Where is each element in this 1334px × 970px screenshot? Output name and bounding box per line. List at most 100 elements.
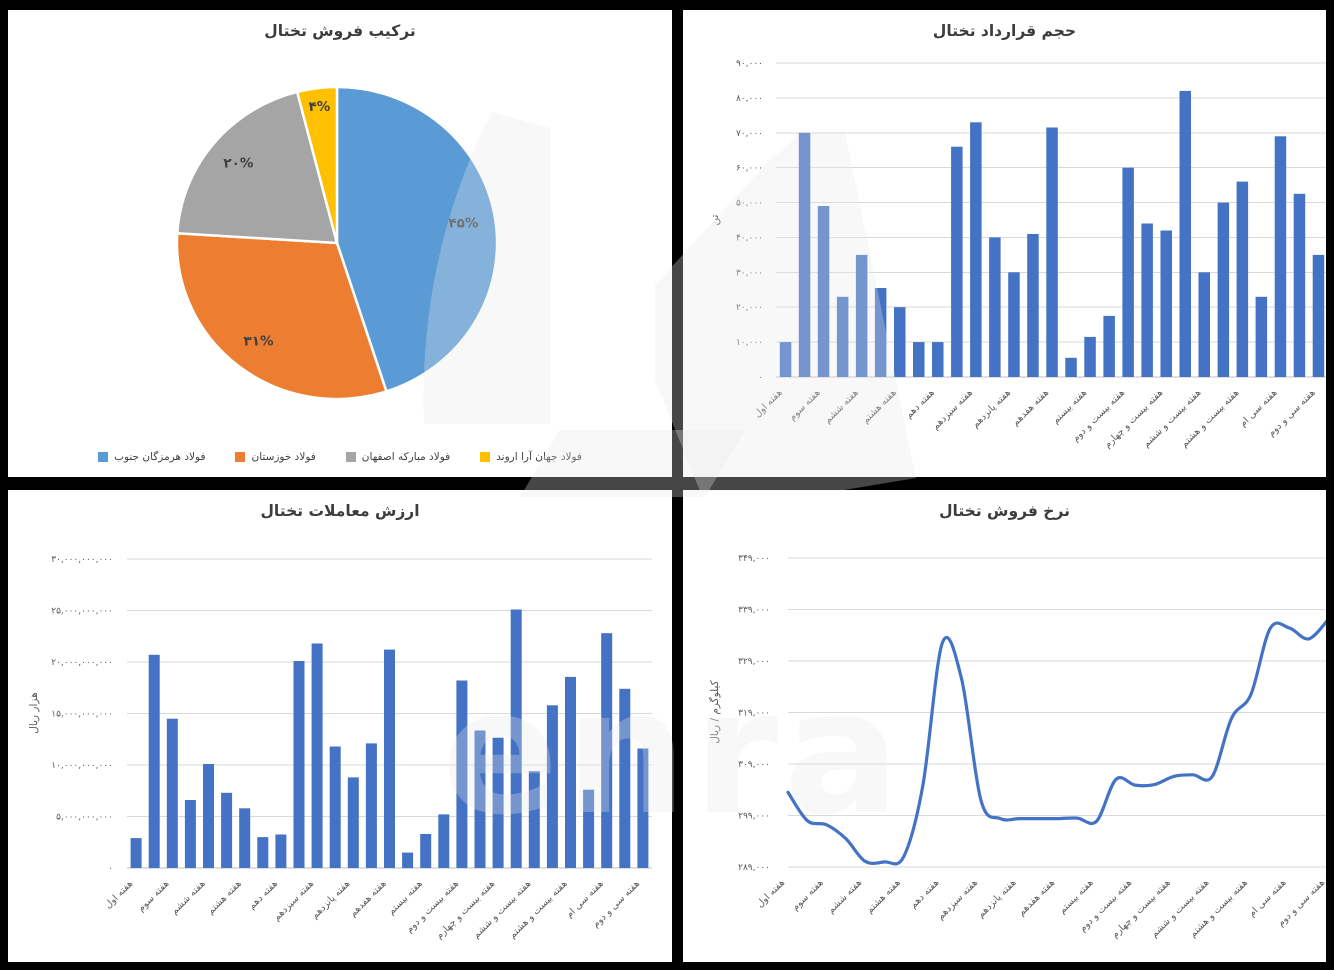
svg-text:۳۰,۰۰۰: ۳۰,۰۰۰: [736, 268, 763, 278]
svg-text:هفته دهم: هفته دهم: [908, 877, 941, 910]
bar: [365, 743, 377, 868]
pie-chart: ۴۵% ۳۱% ۲۰% ۴%: [175, 85, 499, 401]
bar: [1141, 223, 1153, 377]
svg-text:۵,۰۰۰,۰۰۰,۰۰۰: ۵,۰۰۰,۰۰۰,۰۰۰: [56, 813, 113, 823]
svg-text:هفته سوم: هفته سوم: [136, 878, 172, 914]
svg-text:۲۸۹,۰۰۰: ۲۸۹,۰۰۰: [738, 863, 770, 873]
bar: [1160, 230, 1172, 377]
bar: [203, 764, 214, 868]
bar: [546, 705, 558, 868]
pie-slice-label: ۴۵%: [448, 216, 478, 232]
svg-text:۷۰,۰۰۰: ۷۰,۰۰۰: [736, 129, 763, 139]
bar: [1198, 272, 1210, 377]
legend-label: فولاد جهان آرا اروند: [496, 451, 582, 463]
bars: [779, 90, 1325, 378]
bar: [1217, 202, 1230, 377]
pie-chart-panel: ترکیب فروش تختال ۴۵% ۳۱% ۲۰% ۴% فولاد هرمزگ…: [8, 10, 672, 477]
y-axis-labels: ۰ ۱۰,۰۰۰ ۲۰,۰۰۰ ۳۰,۰۰۰ ۴۰,۰۰۰ ۵۰,۰۰۰ ۶۰,۰۰۰ ۷۰,…: [736, 59, 763, 383]
svg-text:هفته هشتم: هفته هشتم: [205, 878, 244, 917]
pie-data-labels: ۴۵% ۳۱% ۲۰% ۴%: [223, 99, 478, 350]
svg-text:۰: ۰: [758, 373, 763, 383]
bar: [166, 718, 178, 868]
bar: [1008, 272, 1020, 377]
bar: [510, 609, 522, 868]
legend-label: فولاد هرمزگان جنوب: [114, 451, 206, 463]
svg-text:۱۰,۰۰۰,۰۰۰,۰۰۰: ۱۰,۰۰۰,۰۰۰,۰۰۰: [51, 761, 113, 771]
legend-swatch-icon: [345, 452, 356, 462]
y-axis-title: هزار ریال: [28, 692, 40, 733]
bar: [293, 661, 305, 868]
bar: [970, 122, 982, 377]
svg-text:۳۱۹,۰۰۰: ۳۱۹,۰۰۰: [738, 709, 770, 719]
pie-legend: فولاد هرمزگان جنوب فولاد خوزستان فولاد م…: [8, 451, 672, 463]
svg-text:۳۴۹,۰۰۰: ۳۴۹,۰۰۰: [738, 554, 770, 564]
bar: [913, 342, 925, 377]
svg-text:۹۰,۰۰۰: ۹۰,۰۰۰: [736, 59, 763, 69]
pie-slices: [175, 85, 499, 401]
svg-text:هفته پانزدهم: هفته پانزدهم: [309, 878, 352, 921]
bar: [1293, 193, 1306, 377]
bar: [347, 777, 359, 868]
bar: [275, 834, 287, 868]
volume-chart-panel: حجم قرارداد تختال ۰ ۱۰,۰۰۰ ۲۰,۰۰۰ ۳۰,۰۰۰ ۴۰,…: [683, 10, 1326, 477]
bar: [130, 838, 142, 868]
pie-slice: [176, 90, 339, 245]
y-axis-title: کیلوگرم / ریال: [708, 680, 721, 743]
bar: [456, 680, 468, 868]
y-axis-title: تن: [709, 214, 721, 225]
svg-text:هفته ششم: هفته ششم: [169, 878, 208, 917]
bar: [836, 296, 849, 377]
svg-text:هفته اول: هفته اول: [752, 387, 784, 419]
svg-text:هفته هفدهم: هفته هفدهم: [1016, 877, 1057, 918]
pie-slice: [335, 85, 499, 393]
svg-text:هفته هشتم: هفته هشتم: [860, 387, 899, 426]
volume-bar-chart: ۰ ۱۰,۰۰۰ ۲۰,۰۰۰ ۳۰,۰۰۰ ۴۰,۰۰۰ ۵۰,۰۰۰ ۶۰,۰۰۰ ۷۰,…: [709, 59, 1326, 451]
svg-text:۰: ۰: [108, 864, 113, 874]
bar: [874, 288, 887, 377]
legend-item-khuzestan: فولاد خوزستان: [235, 451, 316, 463]
svg-text:۸۰,۰۰۰: ۸۰,۰۰۰: [736, 94, 763, 104]
svg-text:هفته هفدهم: هفته هفدهم: [348, 878, 389, 919]
legend-item-hormozgan: فولاد هرمزگان جنوب: [98, 451, 205, 463]
bar: [148, 654, 160, 868]
value-bar-chart: ۰ ۵,۰۰۰,۰۰۰,۰۰۰ ۱۰,۰۰۰,۰۰۰,۰۰۰ ۱۵,۰۰۰,۰۰۰,۰…: [28, 555, 652, 942]
rate-line-chart: ۲۸۹,۰۰۰ ۲۹۹,۰۰۰ ۳۰۹,۰۰۰ ۳۱۹,۰۰۰ ۳۲۹,۰۰۰ ۳۳۹,۰…: [708, 554, 1326, 941]
svg-text:هفته سی ام: هفته سی ام: [1247, 877, 1289, 919]
bar: [1236, 181, 1249, 377]
svg-text:۲۵,۰۰۰,۰۰۰,۰۰۰: ۲۵,۰۰۰,۰۰۰,۰۰۰: [51, 607, 113, 617]
legend-swatch-icon: [235, 452, 246, 462]
rate-chart-title: نرخ فروش تختال: [939, 502, 1070, 520]
svg-text:۱۵,۰۰۰,۰۰۰,۰۰۰: ۱۵,۰۰۰,۰۰۰,۰۰۰: [51, 710, 113, 720]
bar: [798, 132, 811, 377]
svg-text:۱۰,۰۰۰: ۱۰,۰۰۰: [736, 338, 763, 348]
pie-slice-label: ۲۰%: [223, 155, 253, 171]
svg-text:۲۰,۰۰۰,۰۰۰,۰۰۰: ۲۰,۰۰۰,۰۰۰,۰۰۰: [51, 658, 113, 668]
bar: [1179, 90, 1191, 378]
svg-text:هفته پانزدهم: هفته پانزدهم: [970, 387, 1013, 430]
bar: [1122, 167, 1134, 377]
bar: [1084, 336, 1096, 377]
bar: [402, 852, 414, 869]
pie-slice-label: ۴%: [309, 99, 331, 115]
svg-text:هفته بیستم: هفته بیستم: [1057, 877, 1096, 916]
legend-label: فولاد مبارکه اصفهان: [361, 451, 451, 463]
svg-text:۶۰,۰۰۰: ۶۰,۰۰۰: [736, 164, 763, 174]
svg-text:هفته سیزدهم: هفته سیزدهم: [930, 387, 975, 432]
bar: [329, 746, 341, 868]
svg-text:هفته سوم: هفته سوم: [790, 877, 826, 913]
bar: [601, 633, 613, 868]
bar: [1027, 234, 1039, 377]
bar: [257, 837, 269, 868]
svg-text:هفته پانزدهم: هفته پانزدهم: [976, 877, 1019, 920]
svg-text:هفته هشتم: هفته هشتم: [864, 877, 903, 916]
bar: [384, 649, 395, 868]
gridlines: [788, 557, 1326, 868]
bar: [894, 307, 906, 377]
svg-text:۲۹۹,۰۰۰: ۲۹۹,۰۰۰: [738, 812, 770, 822]
bar: [583, 789, 595, 868]
svg-text:۳۰,۰۰۰,۰۰۰,۰۰۰: ۳۰,۰۰۰,۰۰۰,۰۰۰: [51, 555, 113, 565]
svg-text:هفته دهم: هفته دهم: [903, 387, 936, 420]
bar: [932, 342, 944, 377]
